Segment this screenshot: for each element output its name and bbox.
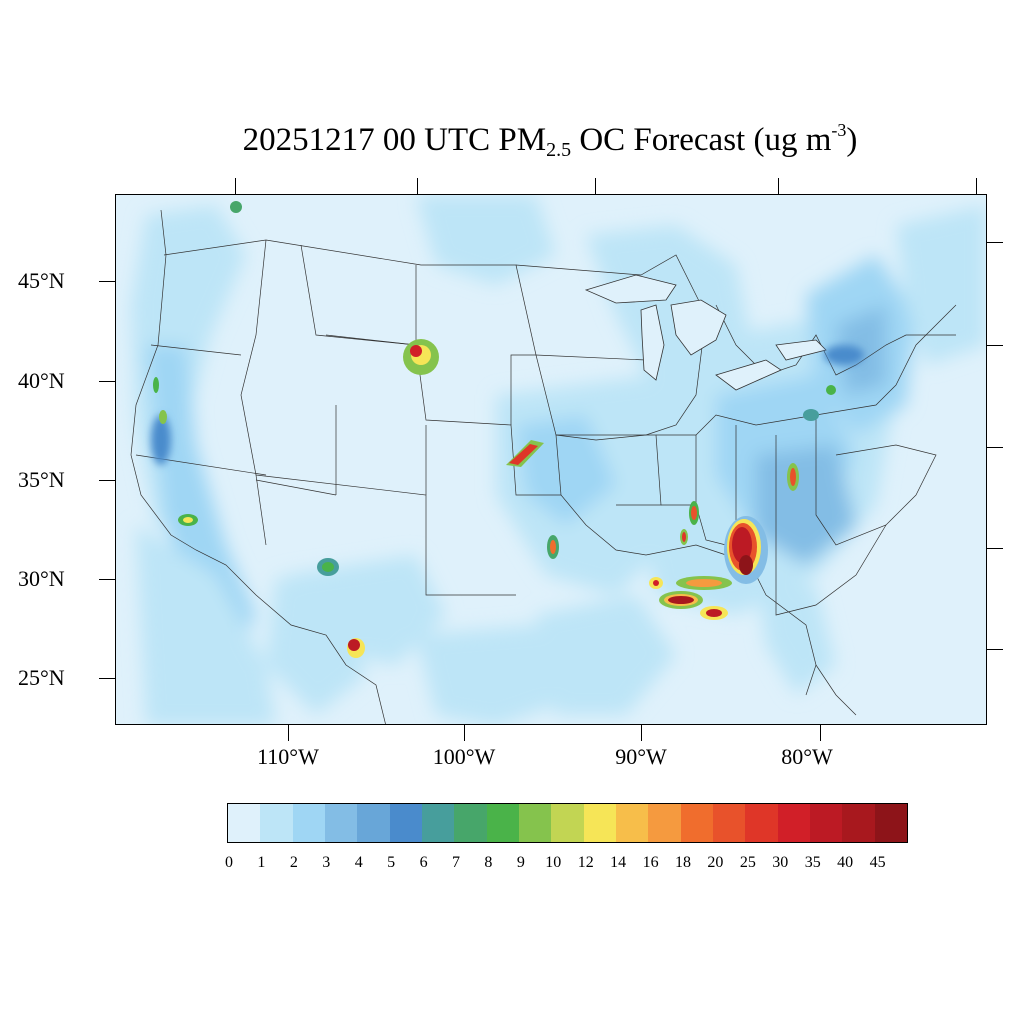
hotspot-louisiana [547, 535, 559, 559]
colorbar-swatch [454, 804, 487, 842]
colorbar-label: 16 [642, 854, 659, 871]
colorbar-swatch [551, 804, 584, 842]
left-tick [99, 381, 115, 382]
colorbar-swatch [292, 804, 325, 842]
colorbar-label: 40 [837, 854, 854, 871]
colorbar-label: 25 [739, 854, 756, 871]
top-tick [417, 178, 418, 194]
right-tick [987, 649, 1003, 650]
lat-label-25: 25°N [18, 665, 65, 690]
top-tick [235, 178, 236, 194]
hotspot-alabama-north [680, 501, 699, 545]
bottom-tick [288, 725, 289, 741]
hotspot-california [151, 377, 198, 526]
colorbar-label: 30 [772, 854, 789, 871]
lat-label-40: 40°N [18, 368, 65, 393]
background-concentration-field [131, 195, 986, 724]
lat-label-45: 45°N [18, 268, 65, 293]
left-tick [99, 678, 115, 679]
bottom-tick [464, 725, 465, 741]
colorbar-label: 2 [289, 854, 298, 871]
bottom-tick [641, 725, 642, 741]
colorbar-swatch [777, 804, 810, 842]
bottom-tick [820, 725, 821, 741]
left-tick [99, 480, 115, 481]
top-tick [595, 178, 596, 194]
hotspot-florida-panhandle [659, 591, 728, 620]
colorbar-swatch [745, 804, 778, 842]
colorbar-label: 45 [869, 854, 886, 871]
colorbar-swatch [615, 804, 649, 842]
lon-label-80w: 80°W [781, 744, 833, 769]
colorbar-label: 5 [387, 854, 396, 871]
colorbar-swatch [712, 804, 746, 842]
colorbar-swatch [260, 804, 293, 842]
right-tick [987, 447, 1003, 448]
great-lakes [584, 274, 827, 391]
colorbar-label: 3 [322, 854, 331, 871]
hotspot-idaho [230, 201, 242, 213]
map-panel [115, 194, 987, 725]
right-tick [987, 242, 1003, 243]
hotspot-southeast-georgia [724, 516, 768, 584]
lon-label-110w: 110°W [257, 744, 319, 769]
colorbar-swatch [228, 804, 261, 842]
hotspot-nebraska [403, 339, 439, 375]
hotspot-northern-mexico [347, 638, 365, 658]
colorbar-label: 9 [516, 854, 525, 871]
colorbar-swatch [648, 804, 681, 842]
colorbar-label: 35 [804, 854, 821, 871]
colorbar-label: 1 [257, 854, 266, 871]
colorbar-label: 10 [545, 854, 562, 871]
colorbar-swatch [874, 804, 907, 842]
hotspot-south-alabama [649, 576, 732, 590]
colorbar-swatch [842, 804, 875, 842]
right-tick [987, 548, 1003, 549]
colorbar-label: 12 [577, 854, 594, 871]
lat-label-30: 30°N [18, 566, 65, 591]
colorbar-label: 7 [452, 854, 460, 871]
colorbar-label: 6 [419, 854, 428, 871]
hotspot-kansas [506, 440, 544, 467]
colorbar-label: 4 [354, 854, 363, 871]
colorbar-swatch [421, 804, 455, 842]
hotspot-north-carolina [787, 463, 799, 491]
colorbar-swatch [518, 804, 552, 842]
colorbar-swatch [324, 804, 358, 842]
colorbar-swatch [680, 804, 713, 842]
colorbar-label: 8 [484, 854, 493, 871]
lon-label-90w: 90°W [615, 744, 667, 769]
lon-label-100w: 100°W [432, 744, 496, 769]
top-tick [778, 178, 779, 194]
lat-label-35: 35°N [18, 467, 65, 492]
title-superscript: -3 [831, 120, 847, 140]
colorbar-swatch [583, 804, 616, 842]
colorbar-swatch [486, 804, 519, 842]
colorbar-swatch [357, 804, 390, 842]
colorbar-label: 14 [610, 854, 627, 871]
colorbar [227, 803, 908, 843]
hotspot-northeast [803, 345, 864, 421]
title-middle: OC Forecast (ug m [571, 122, 832, 158]
map-title: 20251217 00 UTC PM2.5 OC Forecast (ug m-… [0, 120, 1024, 162]
title-prefix: 20251217 00 UTC PM [242, 122, 547, 158]
title-suffix: ) [846, 122, 858, 158]
colorbar-label: 18 [675, 854, 691, 871]
colorbar-swatch [389, 804, 422, 842]
colorbar-label: 0 [225, 854, 233, 871]
top-tick [976, 178, 977, 194]
left-tick [99, 579, 115, 580]
left-tick [99, 281, 115, 282]
title-subscript: 2.5 [546, 139, 572, 161]
colorbar-swatch [809, 804, 843, 842]
colorbar-label: 20 [707, 854, 724, 871]
hotspot-arizona [317, 558, 339, 576]
map-canvas [130, 195, 986, 724]
right-tick [987, 345, 1003, 346]
